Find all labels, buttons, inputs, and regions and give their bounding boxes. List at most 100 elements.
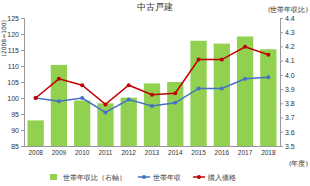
marker xyxy=(127,98,131,102)
marker xyxy=(197,58,201,62)
tick: 4.3 xyxy=(280,29,295,36)
tick-mark xyxy=(21,50,24,51)
bar xyxy=(190,41,206,146)
tick-mark xyxy=(280,75,283,76)
tick-mark xyxy=(280,103,283,104)
tick-label: 2008 xyxy=(28,149,43,156)
tick-label: 4.3 xyxy=(285,29,295,36)
marker xyxy=(197,86,201,90)
tick-mark xyxy=(21,146,24,147)
tick-label: 2016 xyxy=(215,149,230,156)
marker xyxy=(243,77,247,81)
tick-label: 4.4 xyxy=(285,15,295,22)
tick-label: 2017 xyxy=(238,149,253,156)
tick: 4.0 xyxy=(280,72,295,79)
tick-label: 2013 xyxy=(145,149,160,156)
tick: 95 xyxy=(11,111,24,118)
axis-line xyxy=(21,19,25,147)
tick-label: 2018 xyxy=(261,149,276,156)
line xyxy=(36,47,269,105)
tick: 2011 xyxy=(98,146,112,156)
tick-label: 2010 xyxy=(75,149,90,156)
tick-label: 2011 xyxy=(98,149,112,156)
y-axis-title: (2008=100) xyxy=(0,20,7,56)
tick: 120 xyxy=(7,31,24,38)
tick: 2018 xyxy=(261,146,276,156)
legend-label: 購入価格 xyxy=(208,174,236,182)
tick-mark xyxy=(21,98,24,99)
tick: 2010 xyxy=(75,146,90,156)
tick: 2009 xyxy=(52,146,67,156)
tick-label: 110 xyxy=(8,63,19,70)
y2-axis-title: (世帯年収比) xyxy=(268,6,308,14)
tick: 2014 xyxy=(168,146,183,156)
tick-mark xyxy=(21,82,24,83)
marker xyxy=(220,58,224,62)
tick-label: 100 xyxy=(7,95,19,102)
tick: 2012 xyxy=(121,146,136,156)
tick-label: 4.2 xyxy=(285,43,295,50)
legend-marker xyxy=(197,175,201,179)
tick-label: 95 xyxy=(11,111,19,118)
tick-label: 3.7 xyxy=(285,114,295,121)
marker xyxy=(57,99,61,103)
axis-line xyxy=(281,19,284,147)
tick-mark xyxy=(280,32,283,33)
marker xyxy=(220,86,224,90)
tick-label: 120 xyxy=(7,31,19,38)
legend-item: 世帯年収比（右軸） xyxy=(50,174,126,182)
tick: 3.5 xyxy=(280,143,295,150)
tick: 115 xyxy=(8,47,24,54)
tick-label: 3.8 xyxy=(285,100,295,107)
axis-line xyxy=(25,146,281,147)
tick-label: 2015 xyxy=(191,149,206,156)
bar xyxy=(260,49,276,146)
bar xyxy=(51,65,67,146)
tick: 4.1 xyxy=(280,57,295,64)
title: 中古戸建 xyxy=(137,2,173,12)
legend-item: 購入価格 xyxy=(193,174,236,182)
marker xyxy=(150,104,154,108)
bar xyxy=(167,82,183,146)
legend-label: 世帯年収 xyxy=(153,174,181,182)
marker xyxy=(150,93,154,97)
x-axis-title: (年度) xyxy=(289,160,308,168)
legend-swatch xyxy=(50,174,57,180)
marker xyxy=(243,45,247,49)
tick-label: 90 xyxy=(11,127,19,134)
tick-label: 4.1 xyxy=(285,57,295,64)
tick: 3.6 xyxy=(280,129,295,136)
tick-mark xyxy=(21,34,24,35)
tick-mark xyxy=(280,46,283,47)
tick-mark xyxy=(280,89,283,90)
tick-mark xyxy=(21,66,24,67)
y2-axis: 3.53.63.73.83.94.04.14.24.34.4 xyxy=(280,15,295,150)
marker xyxy=(103,110,107,114)
chart: 中古戸建8590951001051101151201253.53.63.73.8… xyxy=(0,0,310,186)
tick-label: 115 xyxy=(8,47,19,54)
tick: 2008 xyxy=(28,146,43,156)
tick-mark xyxy=(280,118,283,119)
tick-mark xyxy=(21,18,24,19)
tick: 2017 xyxy=(238,146,253,156)
marker xyxy=(103,102,107,106)
tick: 125 xyxy=(7,15,24,22)
tick: 2016 xyxy=(215,146,230,156)
tick: 100 xyxy=(7,95,24,102)
tick-label: 2009 xyxy=(52,149,67,156)
tick: 90 xyxy=(11,127,24,134)
marker xyxy=(173,91,177,95)
tick-label: 3.6 xyxy=(285,129,295,136)
tick-mark xyxy=(280,61,283,62)
marks xyxy=(27,36,276,146)
marker xyxy=(57,77,61,81)
tick: 4.2 xyxy=(280,43,295,50)
tick-mark xyxy=(21,114,24,115)
bar xyxy=(121,98,137,146)
marker xyxy=(34,96,38,100)
legend: 世帯年収比（右軸） 世帯年収 購入価格 xyxy=(50,174,236,182)
tick-mark xyxy=(280,18,283,19)
marker xyxy=(80,96,84,100)
bar xyxy=(27,120,43,146)
y-axis: 859095100105110115120125 xyxy=(7,15,24,150)
